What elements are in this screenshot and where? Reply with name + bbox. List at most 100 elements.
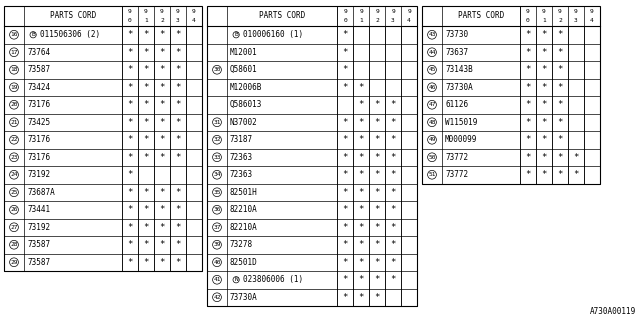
Text: 73730: 73730 [445,30,468,39]
Text: *: * [557,170,563,179]
Text: *: * [342,48,348,57]
Text: 37: 37 [213,225,221,230]
Text: *: * [541,118,547,127]
Text: *: * [159,135,164,144]
Text: *: * [175,135,180,144]
Text: *: * [541,83,547,92]
Text: 9: 9 [558,9,562,14]
Text: W115019: W115019 [445,118,477,127]
Text: 34: 34 [213,172,221,177]
Text: 17: 17 [10,50,18,55]
Bar [207,6,417,306]
Text: N: N [234,277,238,282]
Text: 45: 45 [428,67,436,72]
Text: *: * [358,258,364,267]
Text: *: * [342,83,348,92]
Text: *: * [358,100,364,109]
Text: *: * [374,258,380,267]
Text: *: * [127,153,132,162]
Text: 19: 19 [10,85,18,90]
Text: 43: 43 [428,32,436,37]
Text: *: * [175,223,180,232]
Text: 023806006 (1): 023806006 (1) [243,275,303,284]
Text: *: * [143,223,148,232]
Text: *: * [358,118,364,127]
Text: 9: 9 [391,9,395,14]
Text: 44: 44 [428,50,436,55]
Text: 9: 9 [359,9,363,14]
Text: *: * [525,100,531,109]
Text: 20: 20 [10,102,18,107]
Text: *: * [390,240,396,249]
Text: 40: 40 [213,260,221,265]
Text: 73424: 73424 [27,83,50,92]
Text: M12006B: M12006B [230,83,262,92]
Text: N37002: N37002 [230,118,258,127]
Text: 9: 9 [176,9,180,14]
Text: *: * [358,135,364,144]
Text: *: * [159,188,164,197]
Text: 16: 16 [10,32,18,37]
Text: *: * [342,153,348,162]
Text: 23: 23 [10,155,18,160]
Text: *: * [342,65,348,74]
Text: *: * [358,153,364,162]
Text: B: B [234,32,238,37]
Text: 9: 9 [590,9,594,14]
Text: *: * [143,65,148,74]
Text: *: * [127,65,132,74]
Text: 73176: 73176 [27,100,50,109]
Text: 9: 9 [407,9,411,14]
Text: 73192: 73192 [27,170,50,179]
Text: *: * [374,153,380,162]
Text: *: * [342,258,348,267]
Text: *: * [143,135,148,144]
Text: *: * [175,83,180,92]
Text: 29: 29 [10,260,18,265]
Text: *: * [525,135,531,144]
Text: *: * [525,118,531,127]
Text: 22: 22 [10,137,18,142]
Text: 9: 9 [526,9,530,14]
Text: *: * [557,100,563,109]
Text: 3: 3 [391,18,395,23]
Text: 21: 21 [10,120,18,125]
Text: *: * [143,153,148,162]
Text: *: * [573,153,579,162]
Text: 25: 25 [10,190,18,195]
Text: 9: 9 [160,9,164,14]
Text: 82210A: 82210A [230,205,258,214]
Text: 27: 27 [10,225,18,230]
Text: *: * [374,118,380,127]
Text: *: * [541,65,547,74]
Text: *: * [342,205,348,214]
Text: *: * [159,223,164,232]
Text: *: * [175,30,180,39]
Text: *: * [127,205,132,214]
Text: 24: 24 [10,172,18,177]
Text: 73176: 73176 [27,153,50,162]
Text: *: * [541,153,547,162]
Text: 82501D: 82501D [230,258,258,267]
Text: *: * [159,153,164,162]
Text: *: * [175,48,180,57]
Text: *: * [525,153,531,162]
Text: *: * [342,135,348,144]
Text: 3: 3 [574,18,578,23]
Text: *: * [159,100,164,109]
Text: *: * [390,135,396,144]
Text: 30: 30 [213,67,221,72]
Text: 73176: 73176 [27,135,50,144]
Text: PARTS CORD: PARTS CORD [259,12,305,20]
Text: *: * [557,83,563,92]
Text: *: * [175,65,180,74]
Text: 18: 18 [10,67,18,72]
Text: Q58601: Q58601 [230,65,258,74]
Text: *: * [143,118,148,127]
Text: 26: 26 [10,207,18,212]
Text: 4: 4 [407,18,411,23]
Text: *: * [390,275,396,284]
Text: *: * [390,118,396,127]
Text: 73587: 73587 [27,240,50,249]
Text: 28: 28 [10,242,18,247]
